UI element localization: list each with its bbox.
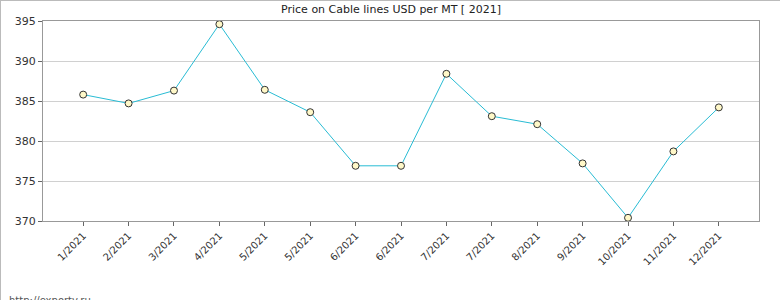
svg-text:4/2021: 4/2021 [192,230,225,263]
svg-text:385: 385 [15,95,36,108]
svg-text:3/2021: 3/2021 [146,230,179,263]
svg-text:390: 390 [15,55,36,68]
svg-text:9/2021: 9/2021 [555,230,588,263]
svg-text:395: 395 [15,15,36,28]
svg-text:7/2021: 7/2021 [464,230,497,263]
svg-text:2/2021: 2/2021 [101,230,134,263]
svg-text:11/2021: 11/2021 [641,230,678,267]
svg-text:8/2021: 8/2021 [510,230,543,263]
svg-text:10/2021: 10/2021 [596,230,633,267]
svg-text:5/2021: 5/2021 [237,230,270,263]
svg-text:370: 370 [15,215,36,228]
svg-text:375: 375 [15,175,36,188]
svg-text:5/2021: 5/2021 [282,230,315,263]
svg-text:Price on Cable lines USD per M: Price on Cable lines USD per MT [ 2021] [281,3,501,16]
svg-text:12/2021: 12/2021 [687,230,724,267]
svg-text:6/2021: 6/2021 [328,230,361,263]
svg-text:http://exportv.ru: http://exportv.ru [9,295,91,300]
svg-text:7/2021: 7/2021 [419,230,452,263]
svg-text:380: 380 [15,135,36,148]
svg-text:1/2021: 1/2021 [55,230,88,263]
svg-text:6/2021: 6/2021 [373,230,406,263]
